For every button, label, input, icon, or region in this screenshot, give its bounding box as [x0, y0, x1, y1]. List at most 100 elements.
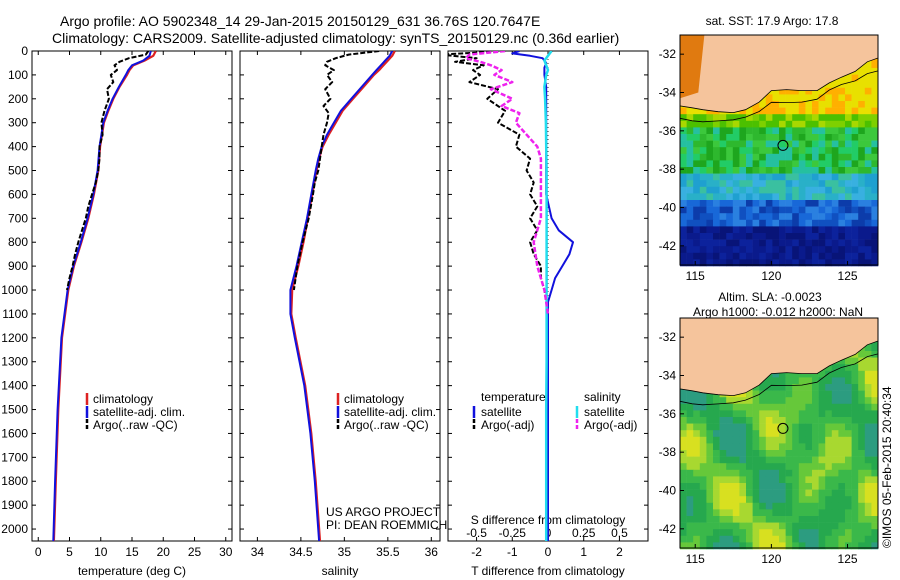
map-cell	[759, 417, 767, 424]
map-cell	[713, 206, 720, 214]
map-cell	[719, 397, 727, 405]
map-cell	[706, 206, 714, 214]
map-cell	[699, 410, 707, 418]
map-cell	[732, 423, 740, 431]
map-cell	[699, 529, 707, 537]
map-cell	[680, 246, 687, 254]
map-cell	[818, 496, 826, 504]
map-cell	[686, 516, 694, 523]
map-cell	[825, 94, 833, 102]
map-cell	[792, 456, 800, 464]
map-cell	[871, 502, 879, 510]
map-cell	[805, 370, 813, 378]
map-cell	[765, 522, 773, 530]
map-cell	[706, 516, 714, 523]
map-cell	[805, 239, 813, 247]
map-cell	[825, 252, 833, 260]
map-cell	[732, 522, 740, 530]
map-cell	[739, 516, 747, 523]
map-cell	[719, 469, 727, 477]
map-cell	[772, 259, 780, 267]
map-cell	[838, 200, 846, 207]
map-cell	[699, 173, 707, 181]
map-cell	[719, 200, 727, 207]
map-cell	[739, 403, 747, 411]
map-cell	[792, 463, 800, 471]
map-cell	[765, 390, 773, 398]
map-cell	[831, 443, 839, 451]
map-cell	[858, 496, 866, 504]
map-cell	[752, 397, 760, 405]
map-cell	[858, 200, 866, 207]
map-cell	[845, 233, 852, 240]
map-cell	[706, 522, 714, 530]
map-cell	[726, 397, 734, 405]
map-cell	[779, 252, 786, 260]
map-cell	[680, 200, 687, 207]
map-cell	[785, 489, 793, 497]
map-cell	[719, 542, 727, 550]
warm-coastal-patch	[680, 35, 705, 99]
map-cell	[818, 516, 826, 523]
map-cell	[858, 423, 866, 431]
map-cell	[772, 450, 780, 457]
map-cell	[759, 456, 767, 464]
map-cell	[779, 160, 786, 168]
map-cell	[746, 450, 753, 457]
map-cell	[858, 469, 866, 477]
map-cell	[858, 483, 866, 490]
map-cell	[719, 239, 727, 247]
map-cell	[864, 193, 872, 201]
map-cell	[759, 496, 767, 504]
map-cell	[812, 134, 819, 141]
map-cell	[864, 140, 872, 148]
map-cell	[838, 153, 846, 161]
map-cell	[871, 200, 879, 207]
map-cell	[871, 239, 879, 247]
map-cell	[818, 535, 826, 543]
map-cell	[785, 127, 793, 135]
map-cell	[772, 496, 780, 504]
map-cell	[765, 529, 773, 537]
map-cell	[752, 430, 760, 438]
map-cell	[699, 120, 707, 128]
map-cell	[726, 476, 734, 484]
map-cell	[831, 219, 839, 227]
map-cell	[812, 390, 819, 398]
map-cell	[732, 114, 740, 122]
map-cell	[765, 384, 773, 391]
map-cell	[779, 167, 786, 174]
map-cell	[693, 140, 701, 148]
map-cell	[838, 173, 846, 181]
map-cell	[825, 535, 833, 543]
x-tick-label: 35.5	[376, 545, 400, 559]
map-cell	[818, 186, 826, 194]
map-cell	[693, 193, 701, 201]
map-cell	[739, 193, 747, 201]
map-cell	[739, 180, 747, 188]
map-cell	[713, 463, 720, 471]
map-cell	[779, 127, 786, 135]
map-cell	[805, 390, 813, 398]
map-cell	[765, 469, 773, 477]
map-cell	[779, 213, 786, 221]
map-cell	[871, 259, 879, 267]
map-cell	[845, 417, 852, 424]
map-cell	[732, 496, 740, 504]
lat-tick-label: -32	[659, 330, 677, 344]
map-cell	[693, 522, 701, 530]
map-cell	[779, 226, 786, 234]
map-cell	[752, 173, 760, 181]
map-cell	[864, 173, 872, 181]
map-cell	[765, 186, 773, 194]
map-cell	[693, 443, 701, 451]
map-cell	[798, 483, 806, 490]
legend-label-argo: Argo(..raw -QC)	[344, 418, 429, 432]
map-cell	[864, 219, 872, 227]
map-cell	[765, 193, 773, 201]
map-cell	[739, 147, 747, 155]
map-cell	[871, 463, 879, 471]
map-cell	[818, 529, 826, 537]
map-cell	[686, 153, 694, 161]
map-cell	[818, 397, 826, 405]
